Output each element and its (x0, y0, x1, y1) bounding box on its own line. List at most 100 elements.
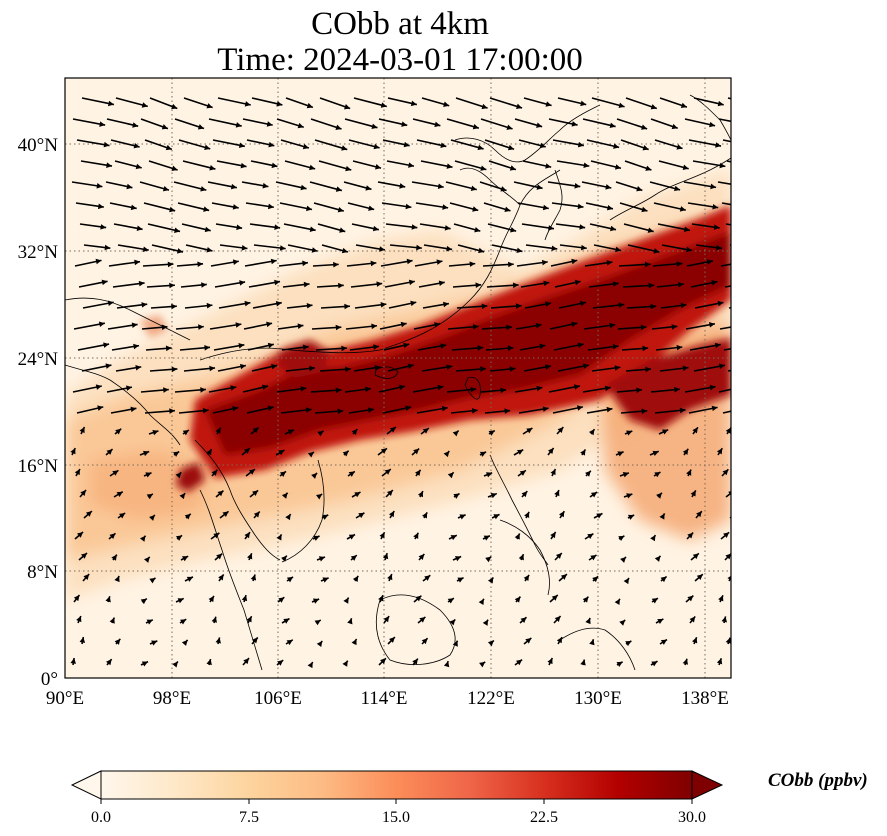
wind-arrow (525, 244, 558, 252)
wind-arrow (690, 489, 697, 498)
wind-arrow (418, 280, 445, 288)
wind-arrow (589, 491, 598, 498)
wind-arrow (242, 657, 250, 666)
wind-arrow (590, 160, 622, 170)
wind-arrow (252, 300, 282, 309)
wind-arrow (381, 468, 392, 477)
x-tick-label: 122°E (467, 688, 515, 709)
wind-arrow (619, 472, 630, 478)
wind-arrow (348, 139, 380, 150)
wind-arrow (447, 597, 455, 604)
wind-arrow (422, 574, 431, 582)
wind-arrow (725, 637, 731, 645)
wind-arrow (319, 97, 351, 110)
wind-arrow (312, 535, 320, 541)
wind-arrow (456, 576, 464, 583)
wind-arrow (690, 280, 718, 288)
wind-arrow (587, 343, 619, 351)
wind-arrow (184, 302, 213, 309)
wind-arrow (77, 342, 110, 351)
wind-arrow (249, 223, 281, 230)
wind-arrow (148, 160, 178, 171)
wind-arrow (720, 263, 731, 267)
wind-arrow (655, 344, 683, 351)
wind-arrow (144, 408, 175, 414)
wind-arrow (514, 118, 543, 128)
wind-arrow (355, 244, 386, 252)
wind-arrow (112, 280, 145, 288)
y-axis-labels: 0° 8°N 16°N 24°N 32°N 40°N (18, 135, 59, 690)
wind-arrow (307, 661, 314, 669)
wind-arrow (650, 534, 657, 542)
wind-arrow (515, 322, 542, 330)
wind-arrow (147, 223, 181, 233)
wind-arrow (140, 660, 149, 667)
wind-arrow (206, 658, 212, 666)
wind-arrow (175, 534, 183, 541)
wind-arrow (656, 281, 684, 288)
wind-arrow (490, 303, 522, 309)
wind-arrow (218, 300, 251, 309)
wind-arrow (116, 302, 148, 309)
wind-arrow (692, 426, 699, 435)
wind-arrow (311, 598, 320, 604)
wind-arrow (287, 244, 318, 253)
wind-arrow (144, 139, 173, 151)
wind-arrow (114, 638, 121, 645)
wind-arrow (487, 492, 498, 499)
wind-arrow (420, 427, 430, 435)
wind-arrow (244, 258, 277, 267)
wind-arrow (518, 406, 549, 414)
wind-arrow (522, 427, 533, 435)
wind-arrow (420, 160, 453, 169)
wind-arrow (320, 577, 329, 583)
wind-arrow (316, 556, 326, 562)
wind-arrow (316, 640, 323, 648)
wind-arrow (421, 97, 450, 107)
wind-arrow (416, 405, 448, 414)
wind-arrow (74, 531, 84, 540)
wind-arrow (682, 658, 688, 666)
wind-arrow (691, 223, 720, 230)
wind-arrow (451, 345, 484, 351)
wind-arrow (309, 181, 343, 192)
wind-arrow (217, 97, 251, 107)
wind-arrow (79, 426, 86, 435)
wind-arrow (585, 202, 614, 211)
wind-arrow (417, 343, 447, 351)
wind-arrow (184, 576, 194, 582)
wind-arrow (182, 160, 216, 171)
wind-arrow (350, 554, 358, 561)
wind-arrow (728, 306, 731, 309)
wind-arrow (173, 450, 180, 457)
wind-arrow (143, 471, 152, 478)
wind-arrow (694, 300, 724, 309)
wind-arrow (218, 573, 225, 582)
wind-arrow (481, 324, 513, 331)
wind-arrow (346, 533, 356, 540)
wind-arrow (719, 326, 731, 330)
wind-arrow (74, 258, 102, 267)
wind-arrow (521, 223, 555, 231)
wind-arrow (688, 405, 718, 414)
wind-arrow (724, 552, 731, 561)
wind-arrow (722, 410, 731, 414)
wind-arrow (82, 300, 114, 309)
wind-arrow (114, 428, 122, 435)
wind-arrow (70, 657, 77, 666)
wind-arrow (180, 282, 207, 288)
wind-arrow (105, 181, 133, 190)
wind-arrow (79, 636, 86, 645)
wind-arrow (660, 575, 668, 583)
wind-arrow (616, 118, 648, 130)
wind-arrow (724, 285, 731, 288)
wind-arrow (523, 637, 532, 645)
wind-arrow (519, 343, 546, 351)
wind-arrow (219, 510, 230, 519)
wind-arrow (415, 202, 449, 210)
wind-arrow (658, 160, 689, 171)
wind-arrow (72, 118, 106, 127)
wind-arrow (388, 510, 395, 519)
wind-arrow (383, 615, 390, 624)
wind-arrow (659, 97, 688, 109)
